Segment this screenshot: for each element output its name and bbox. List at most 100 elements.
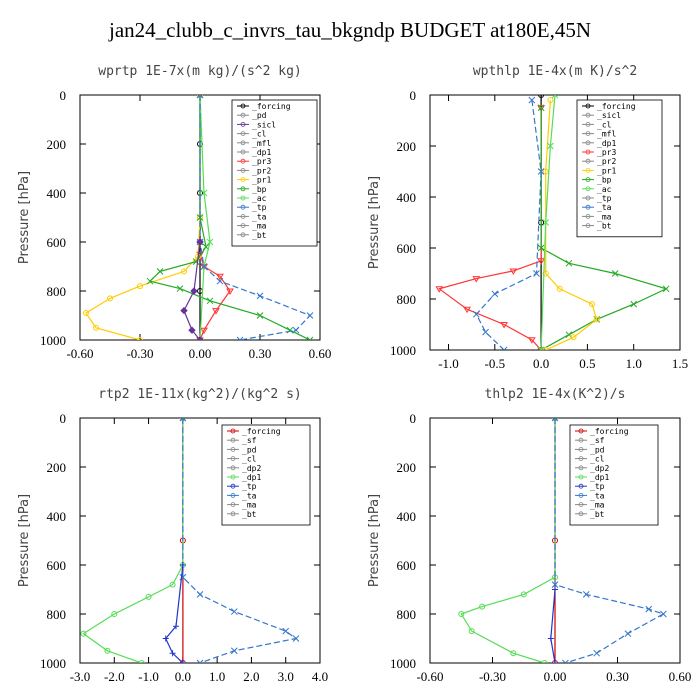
data-point — [169, 650, 176, 657]
data-point — [593, 649, 601, 657]
series-line-dp1 — [82, 418, 184, 663]
data-point — [491, 290, 499, 298]
series-line-ta — [554, 418, 665, 663]
data-point — [216, 273, 224, 281]
x-tick-label: -1.0 — [438, 356, 459, 371]
data-point — [181, 268, 187, 275]
data-point — [111, 611, 118, 617]
data-point — [176, 285, 184, 292]
data-point — [162, 635, 169, 642]
legend-marker — [230, 428, 236, 434]
data-point — [200, 263, 208, 270]
x-tick-label: -0.5 — [485, 356, 506, 371]
legend-marker — [585, 195, 591, 201]
y-axis-label: Pressure [hPa] — [367, 494, 382, 587]
legend-label: _bt — [597, 222, 612, 231]
series-line-ac — [540, 95, 556, 350]
legend-marker — [240, 213, 246, 219]
legend-marker — [585, 186, 591, 192]
x-tick-label: -0.60 — [66, 346, 93, 361]
data-point — [662, 285, 670, 293]
series-line-tp — [550, 589, 556, 663]
legend-label: _forcing — [252, 102, 291, 111]
x-tick-label: 0.00 — [189, 346, 212, 361]
data-point — [463, 306, 471, 314]
x-tick-label: 0.30 — [249, 346, 272, 361]
data-point — [552, 660, 558, 663]
legend-marker — [578, 437, 584, 443]
legend-label: _tp — [242, 482, 257, 491]
legend-marker — [585, 213, 591, 219]
panel-title: rtp2 1E-11x(kg^2)/(kg^2 s) — [98, 387, 302, 402]
x-tick-label: 2.0 — [243, 669, 259, 684]
data-point — [169, 581, 176, 588]
legend-label: _ta — [242, 491, 257, 500]
data-point — [306, 312, 314, 319]
legend-label: _cl — [590, 455, 605, 464]
data-point — [306, 336, 314, 340]
legend-marker — [578, 446, 584, 452]
data-point — [542, 347, 549, 350]
x-tick-label: -0.30 — [126, 346, 153, 361]
series-group — [435, 95, 670, 350]
data-point — [547, 142, 554, 150]
data-point — [537, 258, 545, 265]
x-tick-label: 1.0 — [626, 356, 642, 371]
y-tick-label: 0 — [60, 411, 67, 426]
data-point — [179, 418, 187, 422]
legend-marker — [230, 492, 236, 498]
legend-label: _bt — [590, 510, 605, 519]
legend-marker — [240, 140, 246, 146]
x-tick-label: 0.00 — [544, 669, 567, 684]
legend-marker — [240, 103, 246, 109]
data-point — [552, 586, 558, 593]
legend-marker — [240, 167, 246, 173]
legend-label: _ta — [590, 491, 605, 500]
data-point — [589, 301, 596, 308]
data-point — [138, 660, 145, 663]
x-tick-label: 0.60 — [669, 669, 692, 684]
legend-marker — [578, 492, 584, 498]
data-point — [482, 328, 489, 336]
data-point — [547, 97, 554, 104]
x-tick-label: 0.5 — [579, 356, 595, 371]
legend-label: _sicl — [597, 111, 621, 120]
legend-marker — [240, 112, 246, 118]
data-point — [230, 608, 238, 615]
y-tick-label: 200 — [397, 139, 417, 154]
legend-label: _sicl — [252, 120, 276, 129]
legend-marker — [240, 195, 246, 201]
x-tick-label: -0.30 — [479, 669, 506, 684]
figure-title: jan24_clubb_c_invrs_tau_bkgndp BUDGET at… — [109, 18, 591, 42]
data-point — [611, 270, 619, 277]
legend-label: _sf — [242, 436, 257, 445]
legend-label: _dp1 — [590, 473, 609, 482]
data-point — [156, 268, 164, 275]
y-tick-label: 1000 — [40, 333, 66, 348]
series-line-pr1 — [85, 95, 201, 340]
data-point — [537, 346, 545, 350]
legend-marker — [585, 140, 591, 146]
y-tick-label: 800 — [47, 607, 67, 622]
legend-marker — [578, 483, 584, 489]
legend-box — [221, 424, 311, 526]
data-point — [230, 647, 238, 655]
y-tick-label: 600 — [397, 558, 417, 573]
legend-label: _ma — [242, 501, 257, 510]
data-point — [472, 310, 480, 318]
data-point — [537, 104, 545, 112]
legend-marker — [240, 131, 246, 137]
legend-label: _ma — [252, 222, 267, 231]
data-point — [236, 336, 244, 340]
y-tick-label: 0 — [410, 88, 417, 103]
panel-title: thlp2 1E-4x(K^2)/s — [485, 387, 626, 402]
legend-marker — [230, 511, 236, 517]
y-axis-label: Pressure [hPa] — [367, 176, 382, 269]
data-point — [582, 591, 590, 598]
y-tick-label: 600 — [47, 558, 67, 573]
y-tick-label: 0 — [410, 411, 417, 426]
x-tick-label: -0.60 — [416, 669, 443, 684]
legend-marker — [585, 167, 591, 173]
legend-label: _forcing — [590, 427, 629, 436]
legend-label: _mfl — [252, 139, 271, 148]
